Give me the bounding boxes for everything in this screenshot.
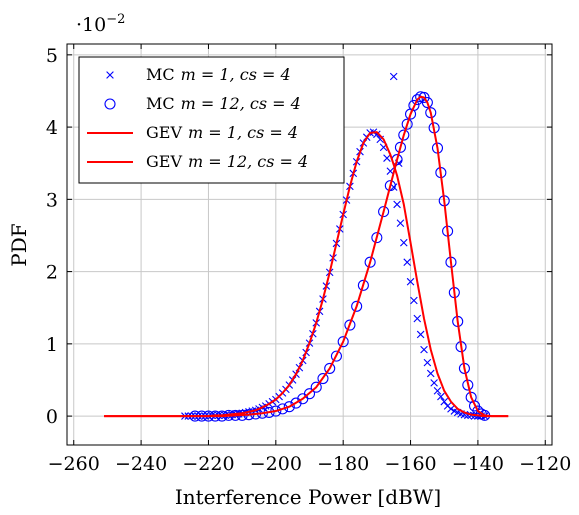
point-0-69: [413, 314, 422, 323]
tick-labels: −260 −240 −220 −200 −180 −160 −140 −120 0 1 2 3 4 5: [46, 45, 571, 475]
series-1: [189, 91, 491, 422]
legend: MC m = 1, cs = 4 MC m = 12, cs = 4 GEV m = …: [78, 56, 345, 184]
series-line-3: [104, 95, 509, 418]
point-0-74: [430, 379, 438, 387]
point-1-25: [357, 279, 369, 291]
point-0-63: [393, 200, 401, 209]
x-tick-label-4: −180: [317, 453, 369, 475]
point-0-66: [403, 258, 411, 266]
legend-entry-gev-m1: GEV m = 1, cs = 4: [146, 123, 298, 142]
x-tick-label-3: −200: [250, 453, 302, 475]
y-tick-label-1: 1: [46, 334, 58, 356]
legend-marker-x: [106, 71, 114, 79]
point-0-60: [383, 154, 391, 162]
point-1-36: [411, 94, 423, 106]
point-0-70: [416, 330, 425, 339]
point-0-90: [389, 72, 398, 81]
point-1-14: [283, 401, 295, 413]
series-line-2: [104, 131, 509, 418]
x-axis-title: Interference Power [dBW]: [175, 485, 441, 509]
x-tick-label-1: −240: [115, 453, 167, 475]
y-axis-title: PDF: [7, 223, 31, 266]
point-1-28: [378, 206, 390, 218]
point-1-35: [408, 99, 420, 111]
y-scale-exponent: −2: [106, 12, 125, 27]
x-tick-label-6: −140: [452, 453, 504, 475]
legend-entry-mc-m12: MC m = 12, cs = 4: [146, 94, 301, 113]
point-0-77: [440, 397, 449, 406]
point-0-64: [396, 219, 405, 227]
axes-frame: [66, 43, 553, 446]
point-1-23: [344, 319, 356, 331]
legend-markers: [87, 71, 133, 163]
y-tick-label-5: 5: [46, 45, 58, 67]
point-1-20: [324, 362, 336, 374]
y-scale-label: ·10−2: [76, 12, 125, 36]
point-1-39: [421, 96, 433, 109]
point-0-65: [400, 238, 408, 247]
legend-entry-mc-m1: MC m = 1, cs = 4: [146, 65, 291, 84]
x-tick-label-0: −260: [48, 453, 100, 475]
point-1-22: [337, 336, 349, 348]
point-1-18: [310, 381, 322, 393]
plot-frame: [66, 43, 553, 446]
point-1-17: [303, 388, 316, 400]
y-tick-label-4: 4: [46, 117, 58, 139]
point-1-24: [351, 300, 363, 312]
series-3: [104, 95, 509, 418]
x-tick-label-5: −160: [384, 453, 436, 475]
point-0-76: [437, 392, 445, 401]
y-tick-label-0: 0: [46, 406, 58, 428]
point-1-31: [394, 141, 406, 153]
legend-entry-gev-m12: GEV m = 12, cs = 4: [146, 152, 308, 171]
x-tick-label-7: −120: [519, 453, 571, 475]
point-1-19: [317, 372, 329, 385]
y-tick-label-2: 2: [46, 262, 58, 284]
point-1-27: [371, 232, 383, 244]
point-0-75: [433, 387, 442, 395]
point-0-68: [410, 296, 418, 305]
point-0-67: [406, 277, 415, 286]
series-2: [104, 131, 509, 418]
point-0-79: [447, 405, 455, 413]
legend-marker-circle: [104, 98, 116, 110]
point-0-71: [420, 345, 428, 354]
x-tick-label-2: −220: [182, 453, 234, 475]
point-1-13: [277, 403, 289, 415]
point-1-26: [364, 256, 376, 268]
point-1-32: [398, 129, 410, 141]
point-0-73: [426, 369, 435, 378]
point-1-33: [401, 118, 413, 130]
point-1-21: [330, 350, 342, 362]
point-0-72: [423, 358, 432, 367]
y-tick-label-3: 3: [46, 189, 58, 211]
plot-area: [104, 72, 509, 422]
